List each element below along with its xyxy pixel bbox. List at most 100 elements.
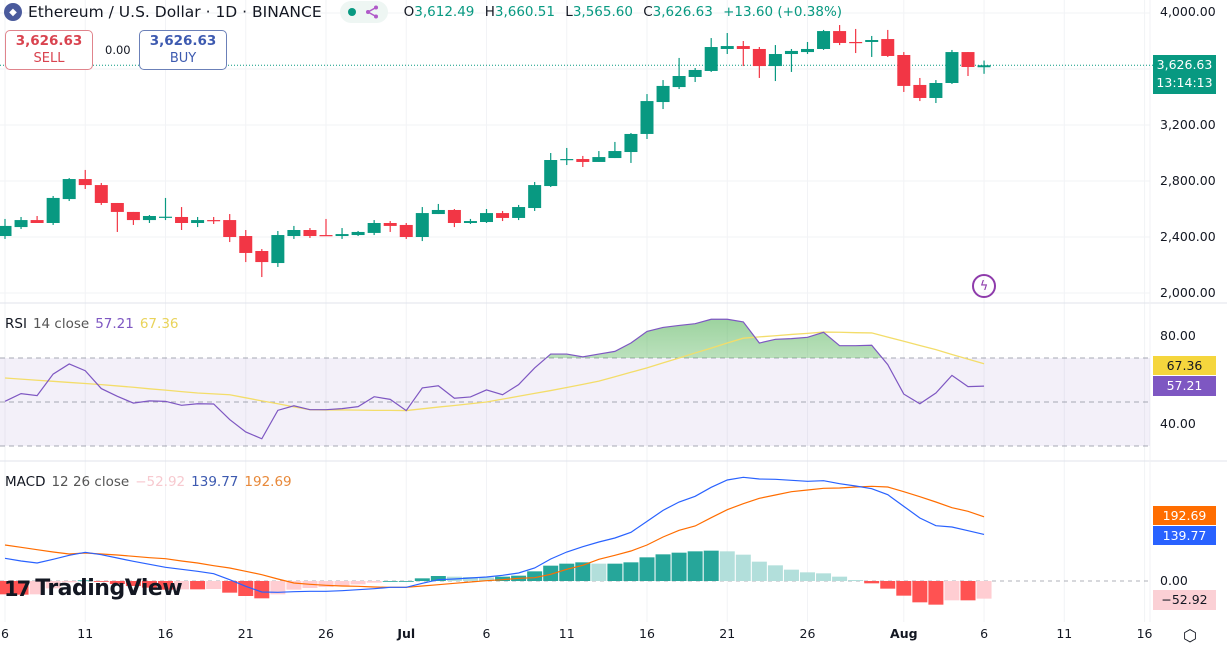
macd-histogram-bar [382,581,398,582]
macd-histogram-bar [751,561,767,581]
lightning-icon[interactable]: ϟ [972,274,996,298]
candle-body [78,179,92,186]
tradingview-mark-icon: 17 [4,576,31,601]
candle-body [126,211,140,221]
candle-body [913,84,927,98]
macd-signal-line [4,485,985,588]
candle-body [672,76,686,88]
macd-signal-badge: 192.69 [1153,506,1216,525]
candle-body [62,179,76,200]
candle-body [223,220,237,237]
candle [191,216,205,228]
rsi-ma-line [4,331,985,412]
candle [865,35,879,57]
candle [30,216,44,223]
candle [817,29,831,50]
candle [656,80,670,110]
spread-value: 0.00 [105,43,131,57]
macd-histogram-bar [944,581,960,601]
rsi-tick: 80.00 [1160,328,1196,343]
settings-icon[interactable]: ⬡ [1183,626,1197,645]
rsi-legend[interactable]: RSI 14 close 57.21 67.36 [5,316,179,332]
candle-body [736,46,750,49]
time-tick: 16 [1136,626,1153,641]
candle-body [0,225,12,237]
macd-legend[interactable]: MACD 12 26 close −52.92 139.77 192.69 [5,474,292,490]
macd-histogram-bar [832,576,848,581]
candle [768,45,782,82]
time-tick: 6 [482,626,491,641]
share-icon[interactable] [365,5,379,19]
sell-price: 3,626.63 [15,33,83,49]
time-tick: 26 [799,626,816,641]
candle [207,216,221,224]
candle [255,249,269,278]
candle [126,211,140,225]
rsi-ma-badge: 67.36 [1153,356,1216,375]
macd-histogram-bar [0,581,13,595]
rsi-tick: 40.00 [1160,416,1196,431]
rsi-value: 57.21 [95,316,134,332]
candle [528,181,542,211]
candle-body [560,159,574,161]
candle [335,228,349,239]
candle [239,230,253,263]
candle-body [351,231,365,236]
macd-histogram-bar [93,581,109,582]
candle-body [383,223,397,226]
price-tick: 2,800.00 [1160,173,1216,188]
macd-histogram-bar [671,552,687,581]
price-tick: 2,400.00 [1160,229,1216,244]
rsi-params: 14 close [32,316,90,332]
candle [415,207,429,242]
candle-body [592,157,606,162]
candle [640,94,654,139]
candle-body [720,46,734,49]
last-price: 3,626.63 [1156,57,1213,72]
candle-body [688,69,702,77]
macd-histogram-bar [141,581,157,588]
rsi-overbought-fill [5,319,985,358]
candle-body [207,220,221,222]
macd-histogram-bar [125,581,141,586]
macd-histogram-bar [880,581,896,589]
macd-histogram-bar [270,581,286,595]
candle-body [367,223,381,233]
symbol-title[interactable]: Ethereum / U.S. Dollar · 1D · BINANCE [28,3,322,21]
status-pill[interactable] [339,1,388,23]
tradingview-logo[interactable]: 17 TradingView [4,576,183,601]
candle-body [399,224,413,237]
candle-body [415,213,429,237]
macd-histogram-bar [864,581,880,584]
candle-body [817,31,831,49]
time-tick: 11 [77,626,94,641]
candle [78,169,92,189]
candle-body [255,251,269,263]
close-label: C [643,4,653,20]
candle-body [801,48,814,53]
macd-line [4,476,985,593]
candle [672,57,686,90]
time-tick: 6 [1,626,9,641]
sell-button[interactable]: 3,626.63 SELL [5,30,93,70]
candle-body [656,85,670,103]
macd-histogram-bar [222,581,238,593]
candle [913,77,927,102]
open-label: O [403,4,415,20]
ohlc-readout: O3,612.49 H3,660.51 L3,565.60 C3,626.63 … [404,4,842,20]
macd-histogram-bar [735,554,751,581]
macd-histogram-bar [414,578,430,581]
macd-histogram-bar [719,551,735,581]
buy-button[interactable]: 3,626.63 BUY [139,30,227,70]
candle [62,178,76,202]
candle-body [480,213,493,223]
macd-histogram-bar [976,581,992,599]
candle [977,60,991,74]
candle [752,47,766,78]
candle [512,204,526,221]
candle [367,220,381,236]
macd-histogram-bar [848,580,864,581]
macd-histogram-bar [61,581,77,583]
bar-countdown: 13:14:13 [1156,75,1213,90]
